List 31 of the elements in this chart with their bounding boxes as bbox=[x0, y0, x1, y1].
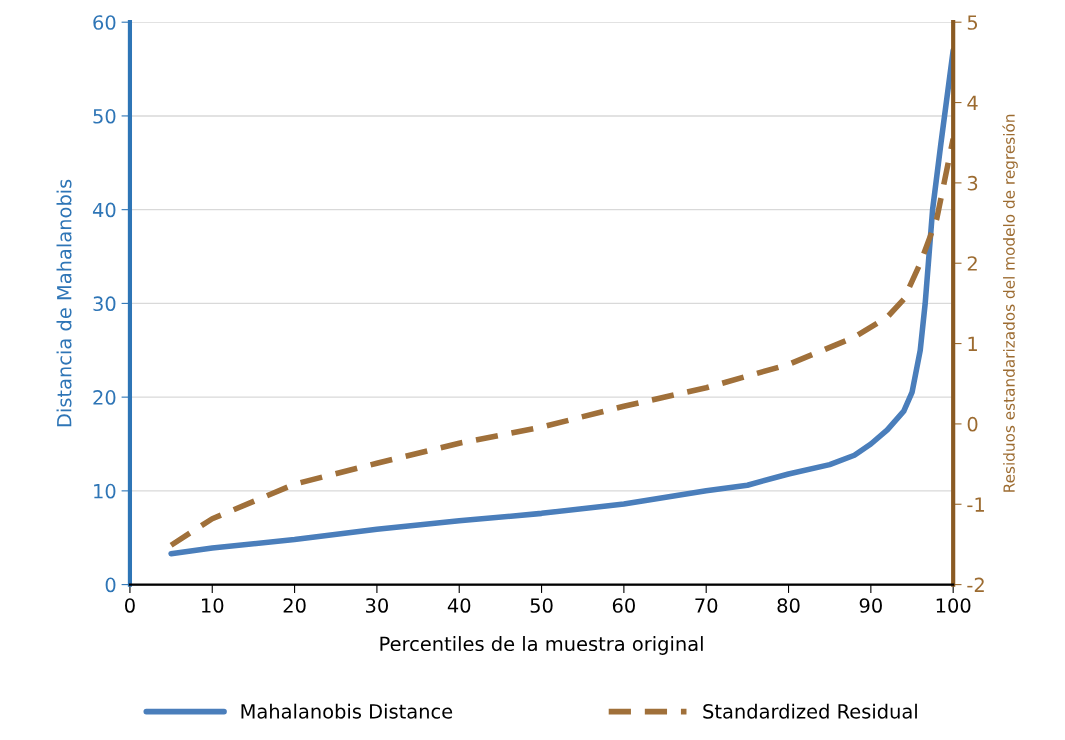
x-tick-label: 30 bbox=[366, 598, 388, 613]
x-tick-label: 50 bbox=[530, 598, 553, 613]
y2-tick-label: 5 bbox=[967, 15, 978, 30]
y-axis-title: Distancia de Mahalanobis bbox=[56, 179, 72, 427]
y-tick-label: 40 bbox=[92, 202, 116, 218]
legend-label: Standardized Residual bbox=[703, 703, 917, 719]
x-tick-label: 0 bbox=[125, 598, 135, 613]
y2-axis-title: Residuos estandarizados del modelo de regresión bbox=[1002, 114, 1018, 492]
x-axis-title: Percentiles de la muestra original bbox=[380, 636, 703, 655]
x-tick-label: 80 bbox=[777, 598, 800, 613]
y2-tick-label: 2 bbox=[967, 256, 977, 271]
x-tick-label: 20 bbox=[283, 598, 306, 613]
y2-tick-label: 1 bbox=[968, 336, 977, 351]
y-tick-label: 20 bbox=[93, 390, 116, 405]
y-tick-label: 50 bbox=[93, 108, 116, 124]
y-tick-label: 60 bbox=[93, 15, 116, 30]
y2-tick-label: 4 bbox=[967, 95, 978, 110]
y2-tick-label: -1 bbox=[967, 497, 984, 512]
y-tick-label: 0 bbox=[105, 577, 116, 593]
y2-tick-label: 3 bbox=[967, 175, 978, 191]
y2-tick-label: -2 bbox=[967, 577, 984, 592]
y2-tick-label: 0 bbox=[967, 416, 978, 432]
x-tick-label: 90 bbox=[859, 598, 882, 613]
y-tick-label: 10 bbox=[94, 483, 116, 499]
x-tick-label: 10 bbox=[202, 598, 224, 613]
x-tick-label: 60 bbox=[612, 598, 635, 613]
x-tick-label: 40 bbox=[447, 598, 471, 613]
x-tick-label: 70 bbox=[695, 598, 718, 613]
y-tick-label: 30 bbox=[93, 296, 116, 312]
legend-label: Mahalanobis Distance bbox=[241, 703, 453, 719]
x-tick-label: 100 bbox=[936, 598, 971, 613]
